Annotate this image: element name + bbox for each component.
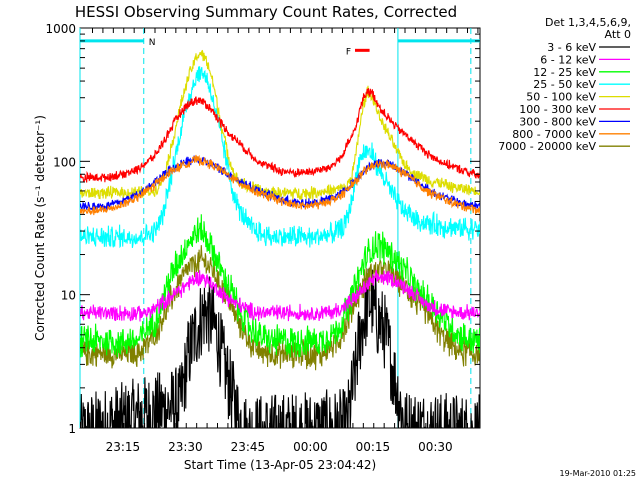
x-axis: 23:15 23:30 23:45 00:00 00:15 00:30 <box>92 28 479 454</box>
x-tick-label: 23:15 <box>106 440 141 454</box>
x-tick-label: 00:15 <box>356 440 391 454</box>
y-tick-label: 1 <box>68 422 76 436</box>
legend-header: Att 0 <box>605 28 631 41</box>
legend-label: 3 - 6 keV <box>547 41 596 54</box>
series-line <box>80 268 480 428</box>
legend-label: 50 - 100 keV <box>526 91 596 104</box>
legend-label: 12 - 25 keV <box>533 66 596 79</box>
y-tick-label: 10 <box>61 289 76 303</box>
series-line <box>80 66 480 249</box>
series-line <box>80 49 480 201</box>
x-tick-label: 00:30 <box>418 440 453 454</box>
legend-label: 100 - 300 keV <box>519 103 596 116</box>
annotations: NF <box>80 38 480 57</box>
footer-timestamp: 19-Mar-2010 01:25 <box>560 469 637 478</box>
series-group <box>80 49 480 428</box>
series-line <box>80 269 480 322</box>
annotation-label: N <box>149 38 156 48</box>
y-axis: 1 10 100 1000 <box>45 22 480 436</box>
series-line <box>80 155 480 212</box>
y-axis-label: Corrected Count Rate (s⁻¹ detector⁻¹) <box>33 115 47 341</box>
legend-label: 800 - 7000 keV <box>512 128 596 141</box>
x-axis-label: Start Time (13-Apr-05 23:04:42) <box>184 458 376 472</box>
series-line <box>80 88 480 183</box>
legend-label: 300 - 800 keV <box>519 115 596 128</box>
legend-label: 25 - 50 keV <box>533 78 596 91</box>
y-tick-label: 1000 <box>45 22 76 36</box>
y-tick-label: 100 <box>53 155 76 169</box>
x-tick-label: 23:30 <box>168 440 203 454</box>
series-line <box>80 154 480 216</box>
legend-header: Det 1,3,4,5,6,9, <box>545 16 631 29</box>
x-tick-label: 23:45 <box>231 440 266 454</box>
chart-title: HESSI Observing Summary Count Rates, Cor… <box>75 3 457 21</box>
vertical-markers <box>79 28 472 428</box>
legend-label: 6 - 12 keV <box>540 53 596 66</box>
legend-label: 7000 - 20000 keV <box>498 140 596 153</box>
x-tick-label: 00:00 <box>293 440 328 454</box>
annotation-label: F <box>346 47 351 57</box>
